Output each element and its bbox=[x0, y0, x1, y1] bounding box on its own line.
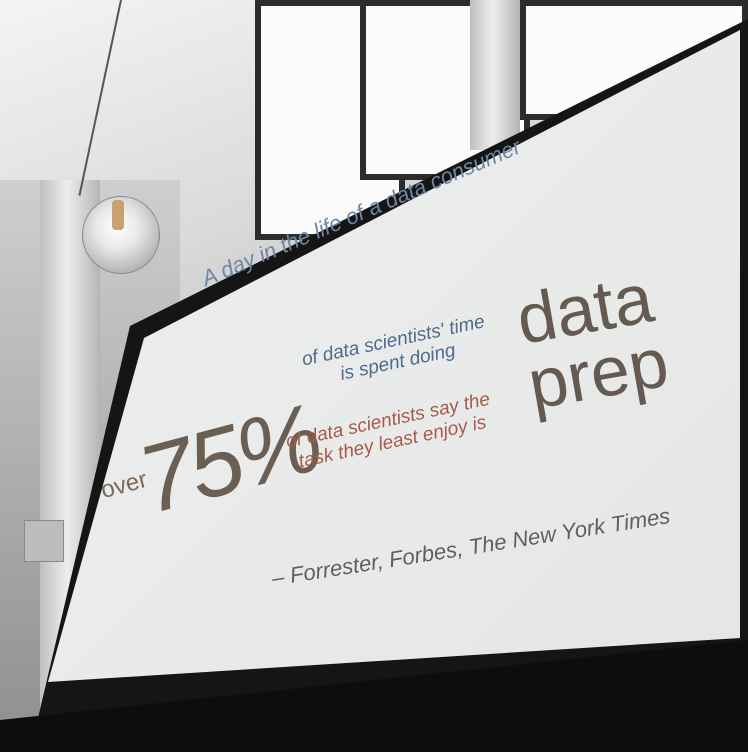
wall-speaker bbox=[24, 520, 64, 562]
lamp-bulb bbox=[112, 200, 124, 230]
column bbox=[470, 0, 520, 150]
highlight-text: data prep bbox=[511, 258, 674, 423]
pendant-lamp bbox=[82, 196, 160, 274]
